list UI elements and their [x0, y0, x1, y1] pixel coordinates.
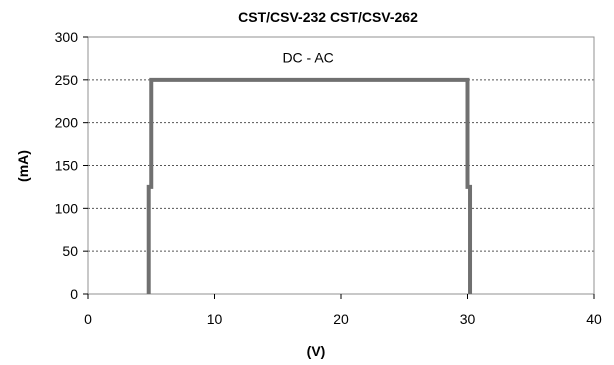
annotation-label: DC - AC: [282, 50, 333, 66]
y-axis-label: (mA): [15, 150, 31, 182]
y-tick-label: 150: [55, 158, 79, 174]
y-axis-ticks: 0 50 100 150 200 250 300: [55, 29, 88, 302]
y-tick-label: 100: [55, 200, 79, 216]
grid-lines: [88, 79, 594, 252]
series-group: [146, 77, 473, 294]
y-tick-label: 200: [55, 115, 79, 131]
x-tick-label: 10: [207, 311, 223, 327]
x-tick-label: 0: [84, 311, 92, 327]
x-axis-label: (V): [307, 343, 326, 359]
y-tick-label: 0: [70, 286, 78, 302]
series-line: [146, 77, 473, 294]
x-tick-label: 40: [586, 311, 602, 327]
y-tick-label: 250: [55, 72, 79, 88]
annotations: DC - AC: [282, 50, 333, 66]
x-tick-label: 30: [460, 311, 476, 327]
x-axis-ticks: 0 10 20 30 40: [84, 294, 602, 327]
y-tick-label: 50: [62, 243, 78, 259]
x-tick-label: 20: [333, 311, 349, 327]
y-tick-label: 300: [55, 29, 79, 45]
chart-title: CST/CSV-232 CST/CSV-262: [238, 9, 418, 25]
